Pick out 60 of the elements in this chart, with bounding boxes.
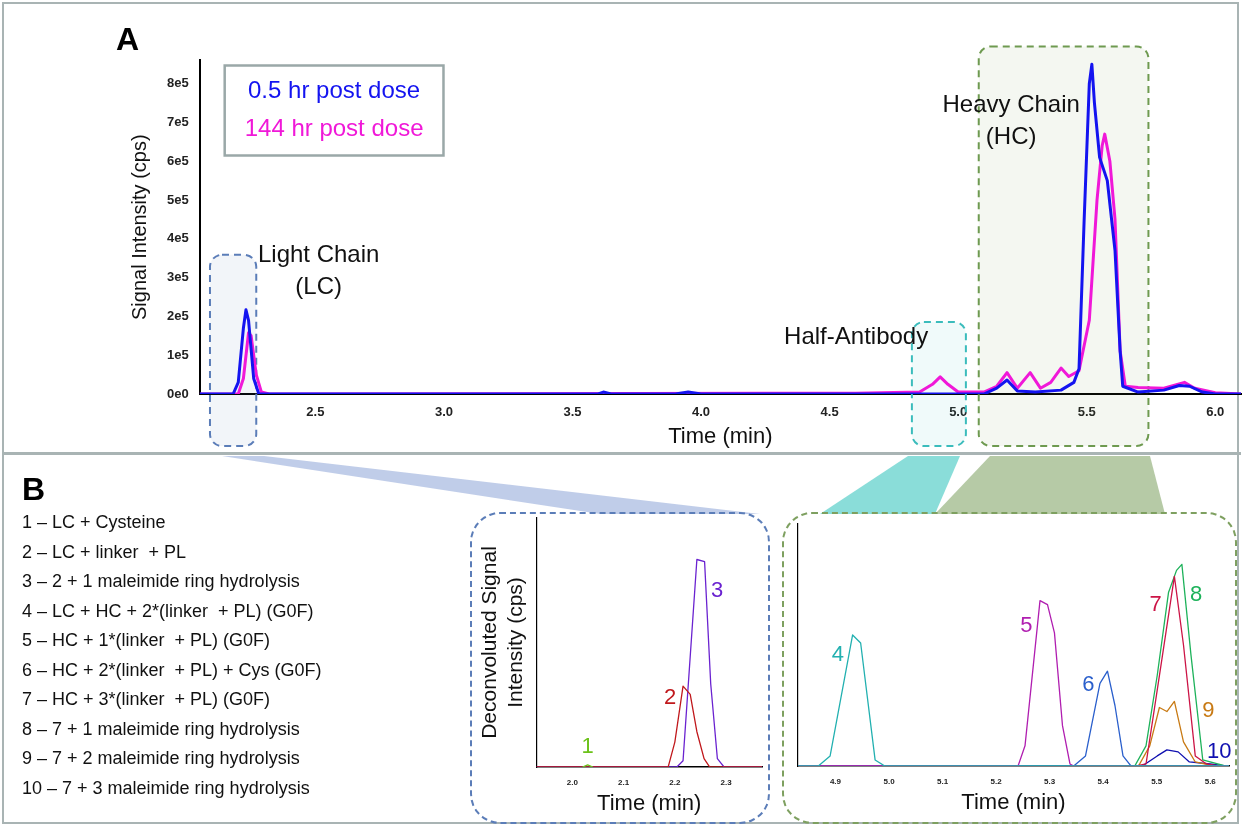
x-axis-title: Time (min) [597,789,702,815]
x-axis-title: Time (min) [668,422,773,448]
text: 3 – 2 + 1 maleimide ring hydrolysis [22,570,301,593]
x-tick-label: 5.5 [1151,777,1163,786]
y-tick-label: 7e5 [166,114,189,130]
text: 144 hr post dose [244,114,424,142]
x-tick-label: 4.5 [820,404,839,420]
x-tick-label: 6.0 [1206,404,1225,420]
x-tick-label: 2.1 [618,778,630,787]
y-tick-label: 4e5 [166,230,189,246]
x-tick-label: 2.0 [566,778,579,787]
x-tick-label: 2.3 [720,778,733,787]
x-tick-label: 5.0 [883,777,896,786]
text: 10 – 7 + 3 maleimide ring hydrolysis [22,776,311,800]
series-label: 1 [581,732,594,758]
series-label: 6 [1082,671,1095,697]
chart-title: A [116,21,140,58]
y-axis-title: Deconvoluted Signal Intensity (cps) [477,546,526,739]
y-tick-label: 3e5 [166,269,189,285]
text: 4 – LC + HC + 2*(linker + PL) (G0F) [22,599,315,623]
text: 6 – HC + 2*(linker + PL) + Cys (G0F) [22,658,323,682]
y-tick-label: 6e5 [166,152,189,168]
text: 2 – LC + linker + PL [22,540,188,564]
text: 1 – LC + Cysteine [22,511,167,534]
text: 0.5 hr post dose [248,76,421,104]
x-tick-label: 5.4 [1097,777,1110,786]
series-label: 4 [831,640,844,666]
annotation: Heavy Chain (HC) [942,90,1080,150]
x-tick-label: 5.1 [937,777,949,786]
x-tick-label: 5.5 [1077,404,1096,420]
series-label: 10 [1206,738,1232,764]
y-tick-label: 8e5 [166,75,189,91]
y-tick-label: 1e5 [166,346,189,362]
x-tick-label: 3.5 [563,404,582,420]
series-label: 9 [1202,697,1215,723]
series-label: 2 [664,684,677,710]
series-label: 3 [711,576,724,602]
text: 8 – 7 + 1 maleimide ring hydrolysis [22,717,301,741]
text: B [22,470,47,508]
x-tick-label: 2.5 [306,404,325,420]
x-tick-label: 3.0 [434,404,453,420]
y-axis-title: Signal Intensity (cps) [127,134,150,321]
y-tick-label: 5e5 [166,191,189,207]
text: 9 – 7 + 2 maleimide ring hydrolysis [22,747,301,770]
x-tick-label: 5.3 [1044,777,1056,786]
x-axis-title: Time (min) [961,788,1066,814]
y-tick-label: 2e5 [166,308,189,323]
text: 7 – HC + 3*(linker + PL) (G0F) [22,688,272,711]
x-tick-label: 4.0 [692,404,711,420]
x-tick-label: 5.6 [1204,777,1217,786]
annotation: Light Chain (LC) [257,240,380,300]
y-tick-label: 0e0 [166,385,189,401]
x-tick-label: 5.2 [990,777,1003,786]
series-label: 7 [1149,590,1162,616]
x-tick-label: 2.2 [669,778,681,787]
x-tick-label: 4.9 [829,777,842,786]
series-label: 5 [1020,611,1033,637]
annotation: Half-Antibody [784,321,929,349]
text: 5 – HC + 1*(linker + PL) (G0F) [22,629,272,652]
series-label: 8 [1189,580,1203,606]
